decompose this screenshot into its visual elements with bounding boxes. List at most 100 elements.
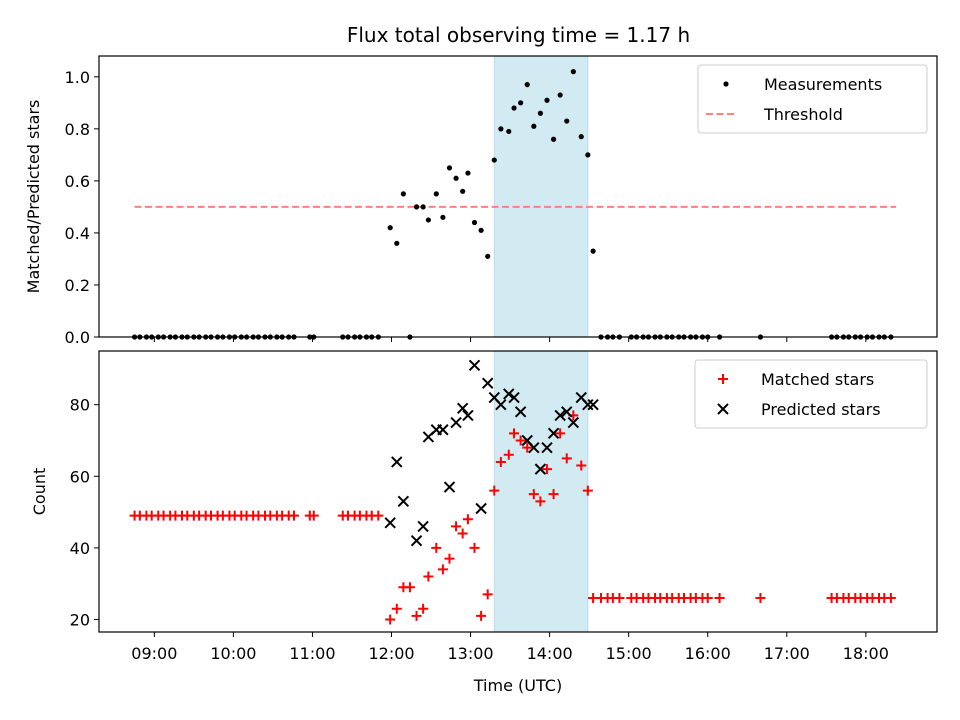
predicted-star-point [475, 502, 487, 515]
x-tick-label: 18:00 [843, 644, 889, 663]
matched-star-point [457, 528, 468, 539]
measurement-point [394, 240, 400, 246]
axes-frame [98, 350, 938, 633]
matched-star-point [404, 582, 415, 593]
matched-star-point [702, 592, 713, 603]
y-tick-label: 0.6 [65, 172, 90, 191]
x-axis-label: Time (UTC) [473, 676, 562, 695]
measurement-point [518, 100, 524, 106]
matched-star-point [576, 460, 587, 471]
measurement-point [544, 97, 550, 103]
x-tick-label: 10:00 [210, 644, 256, 663]
measurement-point [425, 217, 432, 223]
predicted-star-point [587, 398, 599, 411]
matched-star-point [555, 428, 566, 439]
y-tick-label: 0.4 [65, 224, 90, 243]
measurement-point [524, 82, 530, 88]
measurement-point [570, 69, 576, 75]
matched-star-point [289, 510, 300, 521]
matched-star-point [503, 449, 514, 460]
legend-label: Measurements [764, 75, 882, 94]
predicted-star-point [561, 406, 573, 418]
matched-star-point [582, 485, 593, 496]
measurement-point [485, 253, 491, 259]
predicted-star-point [554, 409, 566, 422]
top-panel: 0.0 0.2 0.4 0.6 0.8 1.0 Matched/Predicted star… [24, 55, 938, 347]
measurement-point [471, 219, 478, 226]
x-tick-label: 09:00 [131, 644, 177, 663]
y-tick-label: 20 [70, 610, 90, 629]
legend-label: Matched stars [761, 370, 874, 389]
predicted-star-point [456, 402, 469, 414]
matched-star-point [451, 521, 462, 532]
y-tick-label: 40 [70, 539, 90, 558]
x-tick-label: 12:00 [368, 644, 414, 663]
predicted-star-point [437, 424, 449, 436]
measurement-point [511, 105, 517, 111]
measurement-point [590, 248, 596, 254]
measurement-point [506, 128, 512, 135]
measurement-point [413, 204, 420, 210]
matched-star-point [885, 592, 896, 603]
x-tick-label: 16:00 [685, 644, 731, 663]
predicted-star-point [462, 409, 474, 422]
y-axis-label: Matched/Predicted stars [24, 100, 43, 294]
x-tick-label: 13:00 [448, 644, 494, 663]
observing-window-span [493, 55, 589, 338]
measurement-point [453, 175, 459, 181]
measurement-point [446, 165, 453, 171]
y-tick-label: 0.2 [65, 276, 90, 295]
legend: Measurements Threshold [697, 64, 928, 134]
matched-star-point [418, 603, 429, 614]
legend-box [694, 359, 928, 429]
x-tick-label: 14:00 [527, 644, 573, 663]
legend-x-icon [717, 403, 729, 415]
matched-star-point [444, 553, 455, 564]
matched-star-point [561, 453, 572, 464]
matched-star-point [482, 589, 493, 600]
legend-dot-icon [723, 81, 729, 87]
matched-star-point [548, 489, 559, 500]
measurement-point [440, 214, 446, 220]
measurement-point [460, 188, 466, 194]
predicted-star-point [495, 398, 507, 411]
matched-star-point [431, 542, 442, 553]
matched-star-point [755, 592, 766, 603]
measurement-point [387, 225, 393, 231]
x-tick-label: 11:00 [289, 644, 335, 663]
y-axis-label: Count [30, 468, 49, 516]
matched-star-point [423, 571, 434, 582]
matched-star-point [489, 485, 500, 496]
matched-star-point [614, 592, 625, 603]
y-tick-label: 60 [70, 467, 90, 486]
measurement-point [550, 136, 557, 142]
predicted-star-point [567, 416, 580, 429]
predicted-star-point [514, 406, 527, 418]
x-tick-label: 15:00 [606, 644, 652, 663]
matched-star-point [528, 489, 539, 500]
measurement-point [498, 126, 504, 132]
matched-star-point [373, 510, 384, 521]
matched-star-point [308, 510, 319, 521]
y-tick-label: 80 [70, 396, 90, 415]
legend-label: Threshold [763, 105, 843, 124]
x-tick-label: 17:00 [764, 644, 810, 663]
matched-star-point [437, 564, 448, 575]
measurement-point [478, 227, 484, 233]
matched-star-point [515, 435, 526, 446]
matched-star-point [509, 428, 520, 439]
bottom-panel: 20 40 60 80 09:00 10:00 11:00 12:00 13:00 14:00 15… [30, 350, 938, 695]
y-tick-label: 1.0 [65, 68, 90, 87]
predicted-star-point [384, 517, 396, 529]
predicted-star-point [450, 416, 462, 429]
predicted-star-point [410, 535, 423, 547]
legend-box [697, 64, 928, 134]
predicted-star-point [443, 481, 456, 493]
matched-star-point [535, 496, 546, 507]
predicted-star-point [534, 463, 547, 475]
matched-star-point [391, 603, 402, 614]
legend: Matched stars Predicted stars [694, 359, 928, 429]
y-tick-label: 0.8 [65, 120, 90, 139]
matched-star-point [385, 614, 396, 625]
